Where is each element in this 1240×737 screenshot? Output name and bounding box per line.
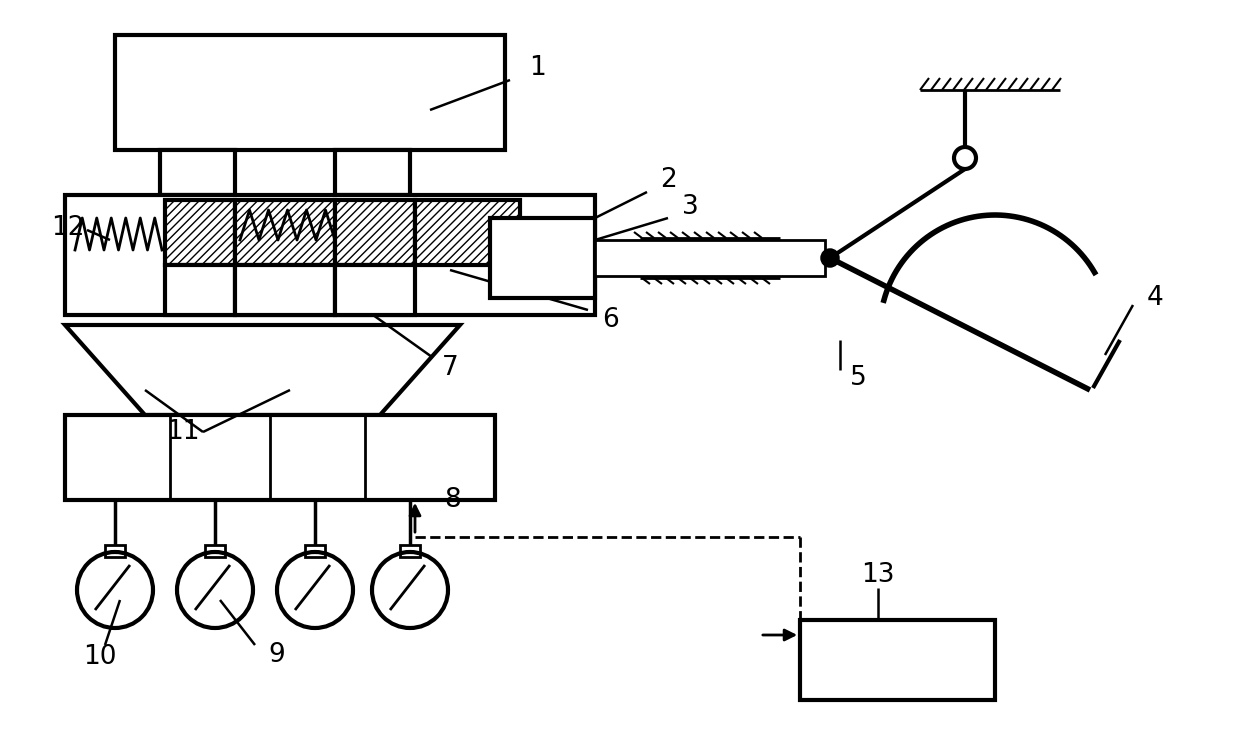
Bar — [305, 545, 325, 557]
Text: 5: 5 — [849, 365, 867, 391]
Text: 8: 8 — [445, 487, 461, 513]
Bar — [105, 545, 125, 557]
Bar — [115, 35, 505, 150]
Bar — [165, 265, 236, 315]
Text: 6: 6 — [601, 307, 619, 333]
Bar — [401, 545, 420, 557]
Bar — [800, 620, 994, 700]
Text: 13: 13 — [862, 562, 895, 588]
Bar — [335, 150, 410, 195]
Text: 2: 2 — [660, 167, 676, 193]
Text: 4: 4 — [1147, 285, 1163, 311]
Polygon shape — [64, 325, 460, 415]
Bar — [335, 265, 415, 315]
Bar — [205, 545, 224, 557]
Polygon shape — [335, 200, 415, 265]
Text: 12: 12 — [51, 215, 84, 241]
Bar — [236, 265, 335, 315]
Text: 1: 1 — [528, 55, 546, 81]
Bar — [64, 415, 495, 500]
Circle shape — [822, 250, 838, 266]
Text: 9: 9 — [269, 642, 285, 668]
Bar — [160, 150, 236, 195]
Text: 11: 11 — [166, 419, 200, 445]
Text: 7: 7 — [441, 355, 459, 381]
Bar — [490, 218, 595, 298]
Bar — [595, 240, 825, 276]
Polygon shape — [415, 200, 520, 265]
Bar — [64, 195, 595, 315]
Polygon shape — [165, 200, 236, 265]
Polygon shape — [236, 200, 335, 265]
Text: 10: 10 — [83, 644, 117, 670]
Text: 3: 3 — [682, 194, 698, 220]
